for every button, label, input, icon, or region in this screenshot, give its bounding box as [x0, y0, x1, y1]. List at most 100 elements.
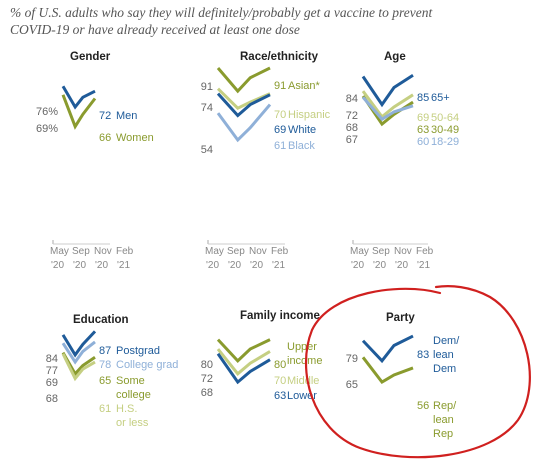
series-name-label: Hispanic	[288, 109, 331, 121]
start-value-label: 65	[346, 379, 358, 391]
end-value-label: 65	[99, 375, 111, 387]
series-name-label: college	[116, 389, 151, 401]
panel-title-1: Race/ethnicity	[240, 51, 319, 63]
series-name-label: White	[288, 124, 316, 136]
series-name-label: Asian*	[288, 80, 321, 92]
series-name-label: Dem/	[433, 335, 460, 347]
start-value-label: 79	[346, 353, 358, 365]
panel-title-5: Party	[386, 312, 415, 324]
series-name-label: 50-64	[431, 112, 459, 124]
start-value-label: 68	[346, 122, 358, 134]
series-line-college-grad	[61, 340, 96, 365]
series-line-50-64	[361, 90, 414, 119]
series-line-upper-income	[216, 338, 271, 363]
series-name-label: Some	[116, 375, 145, 387]
end-value-label: 70	[274, 109, 286, 121]
end-value-label: 63	[274, 390, 286, 402]
series-line-18-29	[361, 96, 414, 122]
end-value-label: 61	[99, 403, 111, 415]
end-value-label: 69	[274, 124, 286, 136]
series-line-middle	[216, 348, 271, 376]
end-value-label: 61	[274, 140, 286, 152]
series-line-65-	[361, 74, 414, 108]
panel-title-4: Family income	[240, 310, 320, 322]
x-tick-year: '20	[95, 260, 108, 271]
end-value-label: 56	[417, 400, 429, 412]
start-value-label: 68	[46, 393, 58, 405]
series-name-label: Women	[116, 132, 154, 144]
x-tick-month: Feb	[271, 246, 289, 257]
series-line-postgrad	[61, 330, 97, 358]
start-value-label: 68	[201, 387, 213, 399]
series-name-label: H.S.	[116, 403, 137, 415]
x-tick-year: '20	[73, 260, 86, 271]
series-name-label: 65+	[431, 92, 450, 104]
series-line-dem-lean-dem	[361, 334, 414, 364]
start-value-label: 80	[201, 359, 213, 371]
series-line-rep-lean-rep	[361, 356, 414, 385]
chart-subtitle: % of U.S. adults who say they will defin…	[10, 5, 433, 37]
series-name-label: Middle	[287, 375, 319, 387]
series-name-label: Rep	[433, 428, 453, 440]
end-value-label: 60	[417, 136, 429, 148]
x-tick-month: Nov	[249, 246, 267, 257]
panel-title-2: Age	[384, 51, 406, 63]
x-tick-month: May	[350, 246, 369, 257]
end-value-label: 87	[99, 345, 111, 357]
end-value-label: 66	[99, 132, 111, 144]
start-value-label: 67	[346, 134, 358, 146]
end-value-label: 91	[274, 80, 286, 92]
x-tick-month: Sep	[372, 246, 390, 257]
panel-title-0: Gender	[70, 51, 111, 63]
series-name-label: College grad	[116, 359, 178, 371]
start-value-label: 69	[46, 377, 58, 389]
end-value-label: 63	[417, 124, 429, 136]
x-tick-month: Feb	[416, 246, 434, 257]
x-tick-year: '21	[272, 260, 285, 271]
series-name-label: Rep/	[433, 400, 457, 412]
end-value-label: 69	[417, 112, 429, 124]
start-value-label: 91	[201, 81, 213, 93]
start-value-label: 72	[201, 373, 213, 385]
series-name-label: income	[287, 355, 322, 367]
series-line-women	[61, 94, 97, 130]
x-tick-month: Nov	[94, 246, 112, 257]
start-value-label: 76%	[36, 106, 58, 118]
x-tick-year: '20	[395, 260, 408, 271]
start-value-label: 72	[346, 110, 358, 122]
series-line-men	[61, 85, 96, 110]
x-tick-year: '20	[206, 260, 219, 271]
x-tick-year: '21	[117, 260, 130, 271]
x-tick-year: '20	[51, 260, 64, 271]
end-value-label: 72	[99, 110, 111, 122]
start-value-label: 54	[201, 144, 213, 156]
series-name-label: Men	[116, 110, 137, 122]
series-line-white	[216, 92, 271, 118]
series-line-hispanic	[216, 87, 271, 111]
start-value-label: 84	[346, 93, 358, 105]
x-tick-month: Sep	[227, 246, 245, 257]
x-tick-year: '20	[228, 260, 241, 271]
series-line-h-s-or-less	[61, 353, 96, 382]
end-value-label: 85	[417, 92, 429, 104]
panel-title-3: Education	[73, 314, 129, 326]
x-tick-year: '20	[351, 260, 364, 271]
end-value-label: 78	[99, 359, 111, 371]
series-name-label: Dem	[433, 363, 456, 375]
start-value-label: 74	[201, 102, 213, 114]
series-name-label: Postgrad	[116, 345, 160, 357]
series-name-label: lean	[433, 414, 454, 426]
x-tick-year: '20	[250, 260, 263, 271]
series-name-label: Black	[288, 140, 315, 152]
series-name-label: 18-29	[431, 136, 459, 148]
start-value-label: 84	[46, 353, 58, 365]
series-name-label: Upper	[287, 341, 317, 353]
x-tick-month: Nov	[394, 246, 412, 257]
x-tick-month: May	[50, 246, 69, 257]
x-tick-month: Feb	[116, 246, 134, 257]
series-line-black	[216, 103, 272, 143]
start-value-label: 69%	[36, 123, 58, 135]
end-value-label: 80	[274, 359, 286, 371]
series-name-label: 30-49	[431, 124, 459, 136]
